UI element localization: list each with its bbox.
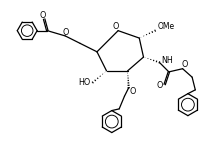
Text: O: O xyxy=(40,11,46,20)
Text: NH: NH xyxy=(161,56,173,65)
Text: O: O xyxy=(113,22,119,31)
Text: HO: HO xyxy=(78,78,90,87)
Text: O: O xyxy=(157,81,163,90)
Text: O: O xyxy=(181,60,188,69)
Text: OMe: OMe xyxy=(157,22,174,31)
Text: O: O xyxy=(62,28,68,37)
Text: O: O xyxy=(129,87,136,96)
